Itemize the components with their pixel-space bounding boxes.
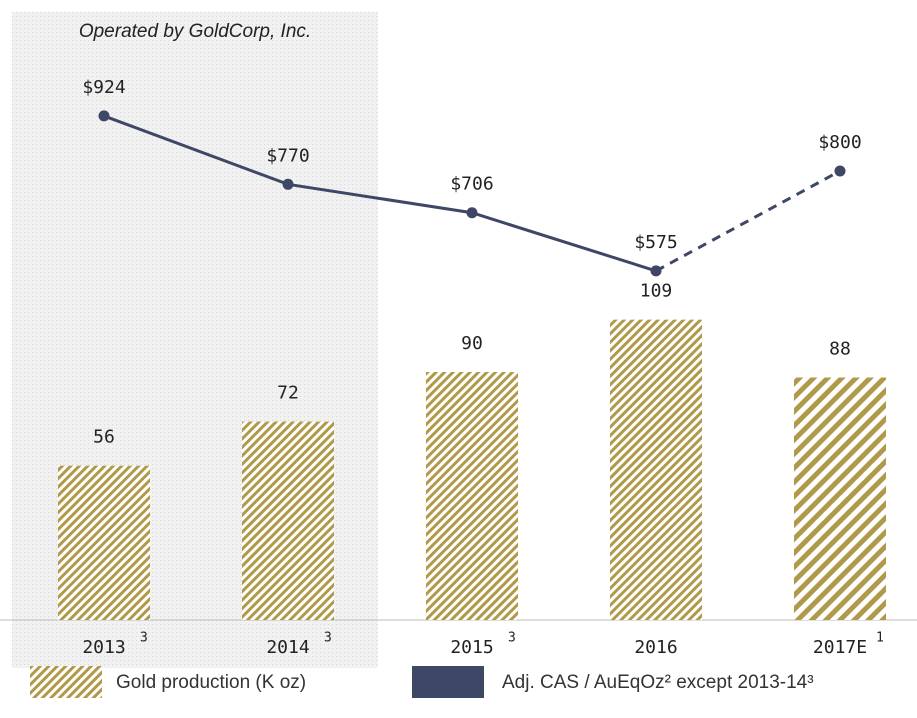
bar	[794, 377, 886, 620]
legend-label: Adj. CAS / AuEqOz² except 2013-14³	[502, 672, 814, 693]
cost-label: $575	[634, 232, 677, 253]
cost-marker	[98, 110, 110, 122]
bar	[58, 465, 150, 620]
cost-line	[103, 114, 657, 273]
bar	[242, 421, 334, 620]
legend-label: Gold production (K oz)	[116, 672, 306, 693]
x-tick-note: 3	[324, 631, 332, 646]
bar-label: 72	[277, 383, 299, 404]
cost-marker	[834, 165, 846, 177]
cost-line-projected	[655, 169, 841, 273]
x-tick-note: 3	[508, 631, 516, 646]
bar-label: 88	[829, 339, 851, 360]
bar-label: 90	[461, 333, 483, 354]
x-tick-label: 2017E	[813, 637, 867, 658]
cost-marker	[650, 265, 662, 277]
cost-label: $706	[450, 174, 493, 195]
bar-label: 109	[640, 281, 673, 302]
x-tick-note: 3	[140, 631, 148, 646]
x-tick-label: 2014	[266, 637, 309, 658]
x-tick-note: 1	[876, 631, 884, 646]
bar-label: 56	[93, 427, 115, 448]
bar	[610, 319, 702, 620]
cost-label: $770	[266, 145, 309, 166]
cost-marker	[466, 207, 478, 219]
x-tick-label: 2013	[82, 637, 125, 658]
legend-swatch	[30, 666, 102, 698]
x-tick-label: 2015	[450, 637, 493, 658]
x-tick-label: 2016	[634, 637, 677, 658]
annotation: Operated by GoldCorp, Inc.	[79, 21, 311, 42]
cost-label: $800	[818, 132, 861, 153]
bar	[426, 372, 518, 620]
cost-marker	[282, 178, 294, 190]
cost-label: $924	[82, 77, 125, 98]
legend-swatch	[412, 666, 484, 698]
